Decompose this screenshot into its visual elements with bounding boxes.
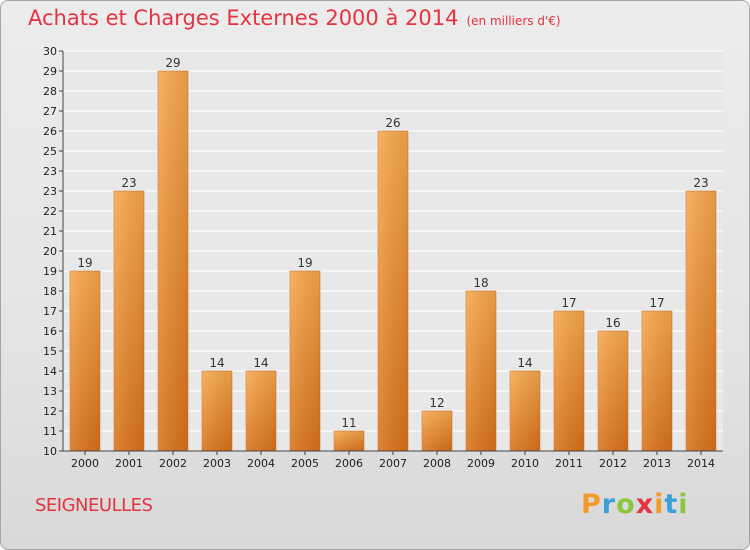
- bar-value-label: 29: [165, 56, 180, 70]
- bar-value-label: 19: [77, 256, 92, 270]
- x-tick-label: 2005: [291, 457, 319, 470]
- bar-shade-2003: [202, 371, 232, 451]
- bar-value-label: 14: [517, 356, 532, 370]
- x-tick-label: 2004: [247, 457, 275, 470]
- bar-shade-2014: [686, 191, 716, 451]
- x-tick-label: 2000: [71, 457, 99, 470]
- y-tick-label: 11: [43, 425, 57, 438]
- x-tick-label: 2011: [555, 457, 583, 470]
- bar-value-label: 23: [121, 176, 136, 190]
- bar-value-label: 19: [297, 256, 312, 270]
- bar-value-label: 26: [385, 116, 400, 130]
- x-tick-label: 2014: [687, 457, 715, 470]
- bar-value-label: 11: [341, 416, 356, 430]
- x-tick-label: 2001: [115, 457, 143, 470]
- y-tick-label: 13: [43, 385, 57, 398]
- x-tick-label: 2008: [423, 457, 451, 470]
- bar-value-label: 18: [473, 276, 488, 290]
- x-tick-label: 2003: [203, 457, 231, 470]
- bar-shade-2009: [466, 291, 496, 451]
- axis-layer: 10 11 12 13 14 15 16 17 18 19 20 21 22 23 23 25 26 27 28 29…: [43, 45, 723, 470]
- commune-name: SEIGNEULLES: [35, 495, 153, 516]
- bar-value-label: 16: [605, 316, 620, 330]
- y-tick-label: 20: [43, 245, 57, 258]
- bar-shade-2006: [334, 431, 364, 451]
- y-tick-label: 23: [43, 165, 57, 178]
- bar-shade-2012: [598, 331, 628, 451]
- x-tick-label: 2007: [379, 457, 407, 470]
- x-tick-label: 2006: [335, 457, 363, 470]
- y-tick-label: 30: [43, 45, 57, 58]
- bar-shade-2005: [290, 271, 320, 451]
- y-tick-label: 10: [43, 445, 57, 458]
- y-tick-label: 25: [43, 145, 57, 158]
- y-tick-label: 18: [43, 285, 57, 298]
- y-tick-label: 16: [43, 325, 57, 338]
- y-tick-label: 17: [43, 305, 57, 318]
- bar-shade-2013: [642, 311, 672, 451]
- y-tick-label: 28: [43, 85, 57, 98]
- y-tick-label: 21: [43, 225, 57, 238]
- y-tick-label: 26: [43, 125, 57, 138]
- bars-layer: 19 23 29 14 14 19 11 26 12 18 14 17 16 17 23: [69, 56, 717, 452]
- y-tick-label: 27: [43, 105, 57, 118]
- y-tick-label: 15: [43, 345, 57, 358]
- bar-shade-2010: [510, 371, 540, 451]
- y-tick-label: 22: [43, 205, 57, 218]
- bar-shade-2008: [422, 411, 452, 451]
- bar-value-label: 14: [209, 356, 224, 370]
- chart-title: Achats et Charges Externes 2000 à 2014: [28, 6, 459, 30]
- y-tick-label: 14: [43, 365, 57, 378]
- bar-value-label: 12: [429, 396, 444, 410]
- bar-shade-2000: [70, 271, 100, 451]
- bar-value-label: 17: [649, 296, 664, 310]
- chart-title-block: Achats et Charges Externes 2000 à 2014 (e…: [28, 6, 561, 30]
- x-tick-label: 2012: [599, 457, 627, 470]
- x-tick-label: 2013: [643, 457, 671, 470]
- y-tick-label: 29: [43, 65, 57, 78]
- chart-subtitle: (en milliers d'€): [466, 14, 561, 28]
- bar-shade-2004: [246, 371, 276, 451]
- x-tick-label: 2002: [159, 457, 187, 470]
- bar-shade-2011: [554, 311, 584, 451]
- bar-value-label: 14: [253, 356, 268, 370]
- x-tick-label: 2009: [467, 457, 495, 470]
- bar-shade-2007: [378, 131, 408, 451]
- bar-value-label: 23: [693, 176, 708, 190]
- y-tick-label: 19: [43, 265, 57, 278]
- bar-shade-2001: [114, 191, 144, 451]
- y-tick-label: 12: [43, 405, 57, 418]
- x-tick-label: 2010: [511, 457, 539, 470]
- bar-shade-2002: [158, 71, 188, 451]
- bar-value-label: 17: [561, 296, 576, 310]
- proxiti-logo: Proxiti: [581, 489, 689, 520]
- y-tick-label: 23: [43, 185, 57, 198]
